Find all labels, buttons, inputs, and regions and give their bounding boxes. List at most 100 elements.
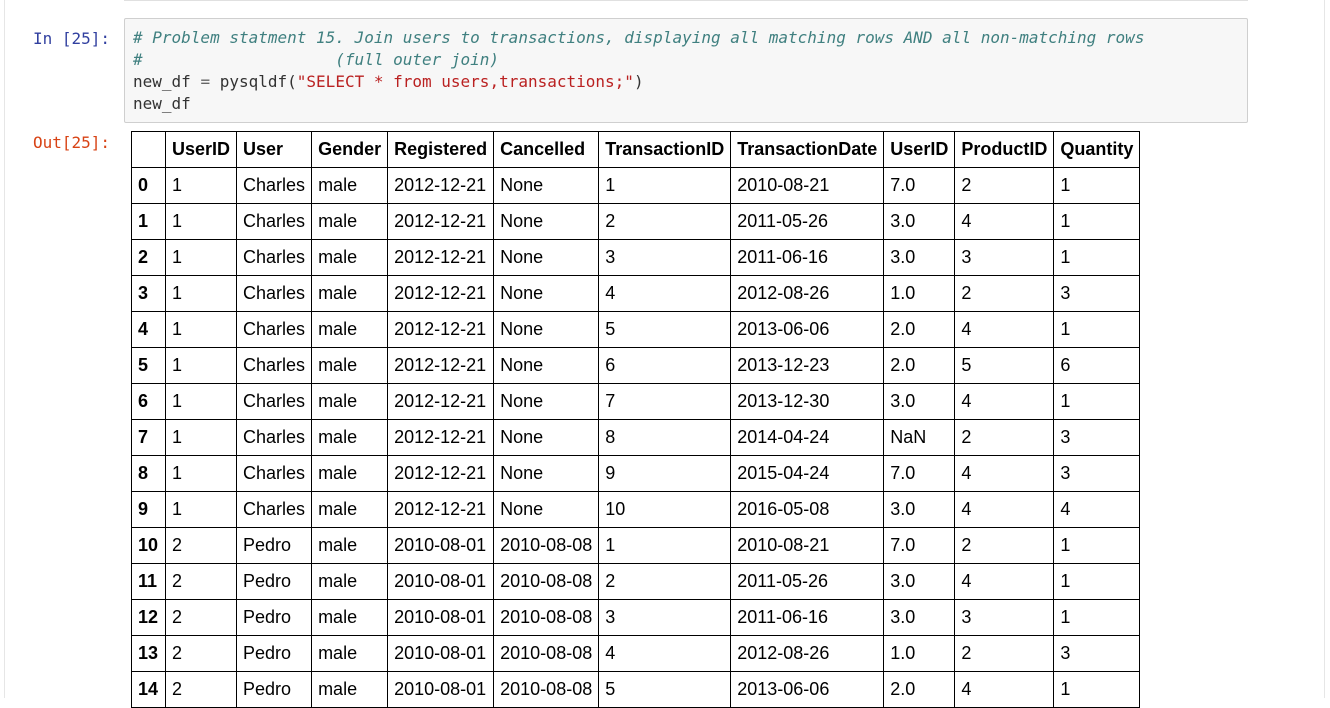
table-cell: 1.0 <box>883 635 956 672</box>
table-cell: Pedro <box>236 635 313 672</box>
table-cell: 2 <box>598 203 732 240</box>
table-cell: Charles <box>236 419 313 456</box>
table-cell: 7.0 <box>883 167 956 204</box>
table-row: 9 1 Charles male 2012-12-21 None 10 2016-05-08 3… <box>131 491 1141 528</box>
row-index: 11 <box>131 563 166 600</box>
table-cell: 2 <box>954 527 1055 564</box>
table-cell: Charles <box>236 239 313 276</box>
table-cell: Pedro <box>236 671 313 708</box>
table-cell: 4 <box>1053 491 1141 528</box>
code-token: # (full outer join) <box>133 50 500 69</box>
table-cell: 2 <box>954 635 1055 672</box>
table-cell: Charles <box>236 455 313 492</box>
row-index: 3 <box>131 275 166 312</box>
table-cell: 3 <box>598 239 732 276</box>
table-cell: Charles <box>236 491 313 528</box>
table-cell: 1 <box>1053 563 1141 600</box>
column-header: ProductID <box>954 131 1055 168</box>
row-index: 4 <box>131 311 166 348</box>
table-cell: 1 <box>1053 383 1141 420</box>
table-cell: None <box>493 275 600 312</box>
table-row: 4 1 Charles male 2012-12-21 None 5 2013-06-06 2.… <box>131 311 1141 348</box>
code-line: new_df <box>133 93 1144 115</box>
row-index: 6 <box>131 383 166 420</box>
table-cell: 2010-08-08 <box>493 527 600 564</box>
table-cell: 1 <box>164 203 238 240</box>
table-cell: 1 <box>598 527 732 564</box>
table-cell: Charles <box>236 275 313 312</box>
row-index: 8 <box>131 455 166 492</box>
table-cell: 3 <box>1053 275 1141 312</box>
table-cell: 2011-06-16 <box>730 599 885 636</box>
input-prompt: In [25]: <box>33 29 111 48</box>
table-cell: 10 <box>598 491 732 528</box>
table-cell: 1 <box>1053 311 1141 348</box>
table-body: 0 1 Charles male 2012-12-21 None 1 2010-08-21 7.… <box>131 167 1141 708</box>
row-index: 1 <box>131 203 166 240</box>
row-index: 9 <box>131 491 166 528</box>
code-cell-input[interactable]: # Problem statment 15. Join users to tra… <box>124 18 1248 123</box>
code-token: new_df <box>133 72 201 91</box>
table-cell: male <box>311 455 389 492</box>
table-cell: 1 <box>164 419 238 456</box>
column-header: Cancelled <box>493 131 600 168</box>
table-cell: 2.0 <box>883 347 956 384</box>
table-row: 0 1 Charles male 2012-12-21 None 1 2010-08-21 7.… <box>131 167 1141 204</box>
dataframe-table: UserID User Gender Registered Cancelled Trans… <box>131 131 1141 708</box>
table-cell: 2 <box>954 419 1055 456</box>
table-cell: 9 <box>598 455 732 492</box>
table-header-row: UserID User Gender Registered Cancelled Trans… <box>131 131 1141 168</box>
table-cell: 3.0 <box>883 491 956 528</box>
row-index: 7 <box>131 419 166 456</box>
column-header: TransactionDate <box>730 131 885 168</box>
code-token: # Problem statment 15. Join users to tra… <box>133 28 1145 47</box>
table-cell: 3 <box>1053 635 1141 672</box>
table-cell: 3 <box>1053 455 1141 492</box>
table-cell: 1 <box>164 347 238 384</box>
table-cell: male <box>311 491 389 528</box>
table-cell: male <box>311 347 389 384</box>
table-cell: 2012-12-21 <box>387 419 495 456</box>
table-cell: None <box>493 419 600 456</box>
table-cell: None <box>493 491 600 528</box>
table-cell: 2012-12-21 <box>387 239 495 276</box>
row-index: 12 <box>131 599 166 636</box>
table-cell: 8 <box>598 419 732 456</box>
table-cell: None <box>493 311 600 348</box>
table-cell: 2010-08-01 <box>387 671 495 708</box>
table-cell: 2012-12-21 <box>387 347 495 384</box>
code-editor[interactable]: # Problem statment 15. Join users to tra… <box>133 27 1144 115</box>
table-cell: None <box>493 203 600 240</box>
table-row: 1 1 Charles male 2012-12-21 None 2 2011-05-26 3.… <box>131 203 1141 240</box>
table-cell: 3.0 <box>883 239 956 276</box>
code-token: = <box>200 72 211 91</box>
code-token: ) <box>633 72 644 91</box>
table-cell: male <box>311 599 389 636</box>
table-row: 6 1 Charles male 2012-12-21 None 7 2013-12-30 3.… <box>131 383 1141 420</box>
code-token: new_df <box>133 94 191 113</box>
table-cell: 2.0 <box>883 311 956 348</box>
table-row: 13 2 Pedro male 2010-08-01 2010-08-08 4 2012-08… <box>131 635 1141 672</box>
table-cell: 3 <box>954 239 1055 276</box>
table-cell: 1 <box>1053 239 1141 276</box>
column-header: Registered <box>387 131 495 168</box>
table-cell: 2010-08-01 <box>387 635 495 672</box>
table-cell: 2012-12-21 <box>387 311 495 348</box>
table-cell: 1 <box>1053 527 1141 564</box>
row-index: 10 <box>131 527 166 564</box>
table-cell: 1 <box>164 275 238 312</box>
table-cell: 3 <box>598 599 732 636</box>
table-cell: 3.0 <box>883 383 956 420</box>
table-cell: male <box>311 275 389 312</box>
table-cell: 2014-04-24 <box>730 419 885 456</box>
table-cell: 2015-04-24 <box>730 455 885 492</box>
table-cell: 4 <box>954 311 1055 348</box>
previous-cell-divider <box>124 0 1248 1</box>
table-cell: 1 <box>164 455 238 492</box>
table-cell: 4 <box>598 275 732 312</box>
table-cell: 1.0 <box>883 275 956 312</box>
table-cell: 3 <box>1053 419 1141 456</box>
table-cell: 3.0 <box>883 203 956 240</box>
table-cell: 4 <box>954 563 1055 600</box>
table-row: 5 1 Charles male 2012-12-21 None 6 2013-12-23 2.… <box>131 347 1141 384</box>
